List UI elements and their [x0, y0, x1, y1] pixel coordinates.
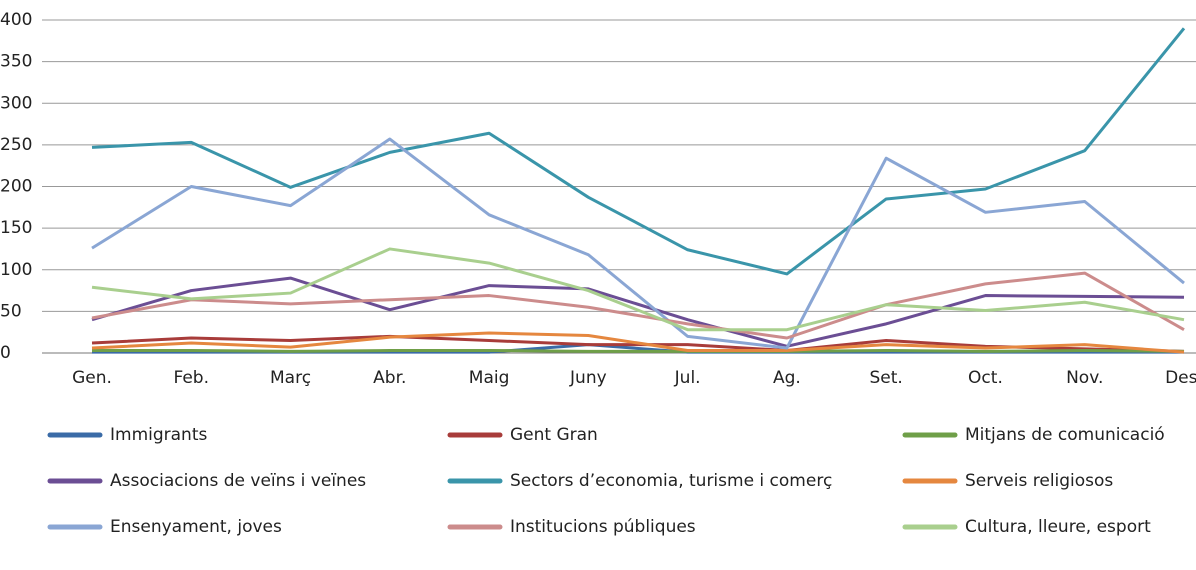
x-tick-label: Nov. [1066, 368, 1103, 388]
y-tick-label: 200 [0, 177, 32, 197]
y-tick-label: 350 [0, 52, 32, 72]
series-line [92, 349, 1185, 353]
legend-label: Immigrants [110, 425, 207, 445]
y-tick-label: 300 [0, 93, 32, 113]
x-tick-label: Des. [1165, 368, 1196, 388]
series-line [91, 276, 1185, 348]
x-tick-label: Jul. [674, 368, 701, 388]
y-tick-label: 100 [0, 260, 32, 280]
legend-label: Mitjans de comunicació [965, 425, 1165, 445]
legend-label: Ensenyament, joves [110, 517, 282, 537]
series-line [91, 137, 1185, 350]
legend-label: Associacions de veïns i veïnes [110, 471, 366, 491]
y-tick-label: 0 [0, 343, 11, 363]
legend-label: Serveis religiosos [965, 471, 1113, 491]
x-tick-label: Abr. [373, 368, 406, 388]
x-tick-label: Oct. [968, 368, 1003, 388]
y-tick-label: 150 [0, 218, 32, 238]
y-tick-label: 250 [0, 135, 32, 155]
x-tick-label: Juny [569, 368, 607, 388]
legend-label: Institucions públiques [510, 517, 696, 537]
x-tick-label: Gen. [72, 368, 112, 388]
x-tick-label: Set. [870, 368, 903, 388]
series-line [91, 271, 1185, 340]
legend-label: Sectors d’economia, turisme i comerç [510, 471, 832, 491]
x-tick-label: Feb. [174, 368, 210, 388]
series-line [91, 27, 1186, 276]
legend-label: Gent Gran [510, 425, 598, 445]
y-tick-label: 50 [0, 301, 22, 321]
legend-label: Cultura, lleure, esport [965, 517, 1151, 537]
x-tick-label: Març [270, 368, 311, 388]
series-line [91, 247, 1185, 332]
x-tick-label: Ag. [773, 368, 801, 388]
x-tick-label: Maig [469, 368, 510, 388]
series-line [91, 331, 1185, 354]
y-tick-label: 400 [0, 10, 32, 30]
